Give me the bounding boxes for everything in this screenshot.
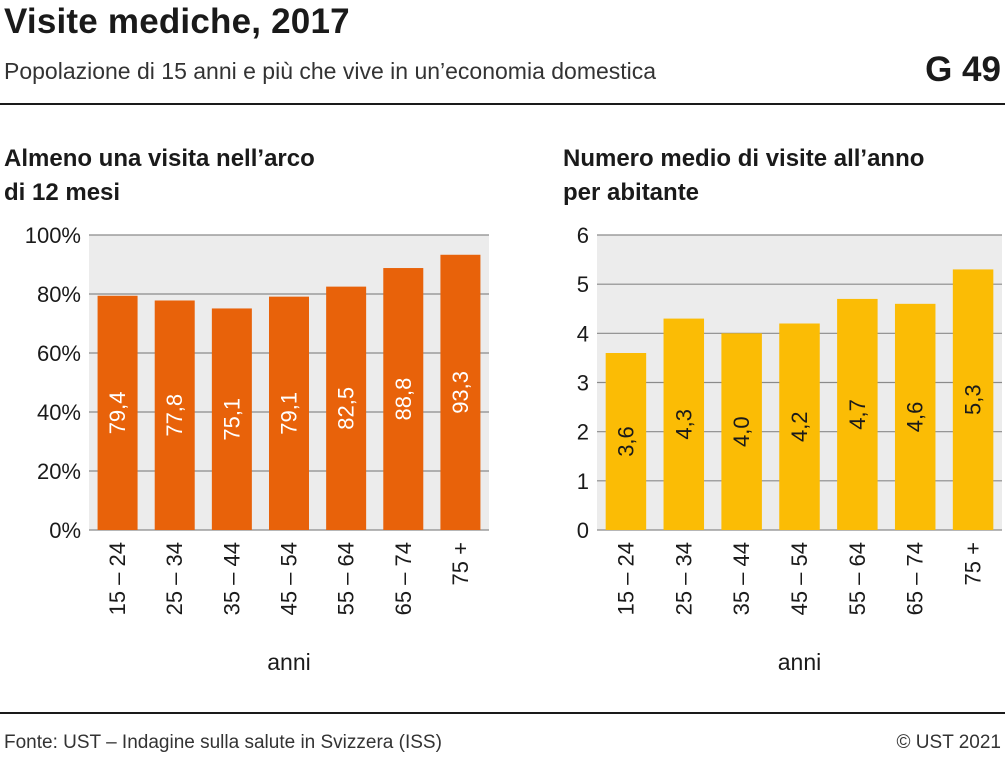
copyright: © UST 2021 [896,732,1001,753]
left-chart-x-tick-label: 75 + [448,542,473,585]
right-chart-data-label: 4,0 [729,416,754,447]
left-chart-y-tick-label: 0% [49,518,81,543]
right-chart-bar [894,303,936,530]
left-bar-chart: 0% 20% 40% 60% 80% 100% 79,4 15 – 24 77,8 25 – 34… [25,223,489,675]
right-chart-y-tick-label: 4 [577,321,589,346]
right-chart-x-axis-label: anni [778,649,821,675]
right-chart-title-line1: Numero medio di visite all’anno [563,145,925,172]
right-chart-bar [605,353,647,530]
page-title: Visite mediche, 2017 [4,2,350,41]
left-chart-title-line1: Almeno una visita nell’arco [4,145,315,172]
right-chart-bar [952,269,994,530]
left-chart-title: Almeno una visita nell’arco di 12 mesi [4,142,424,210]
left-chart-x-axis-label: anni [267,649,310,675]
left-chart-y-tick-label: 40% [37,400,81,425]
left-chart-data-label: 93,3 [448,371,473,414]
left-chart-y-tick-label: 100% [25,223,81,248]
left-chart-x-tick-label: 65 – 74 [391,542,416,615]
right-chart-y-tick-label: 3 [577,371,589,396]
left-chart-bar [211,308,252,530]
page-subtitle: Popolazione di 15 anni e più che vive in… [4,58,657,84]
left-chart-x-tick-label: 35 – 44 [219,542,244,615]
right-chart-x-tick-label: 25 – 34 [671,542,696,615]
left-chart-bar [440,254,481,530]
left-chart-data-label: 88,8 [391,378,416,421]
source-note: Fonte: UST – Indagine sulla salute in Sv… [4,732,442,753]
right-chart-x-tick-label: 45 – 54 [787,542,812,615]
left-chart-y-tick-label: 20% [37,459,81,484]
left-chart-y-tick-label: 60% [37,341,81,366]
right-chart-y-tick-label: 6 [577,223,589,248]
right-chart-x-tick-label: 55 – 64 [845,542,870,615]
left-chart-y-tick-label: 80% [37,282,81,307]
left-chart-bar [97,295,138,530]
right-chart-data-label: 4,7 [845,399,870,430]
right-chart-x-tick-label: 75 + [961,542,986,585]
right-chart-data-label: 4,6 [903,402,928,433]
left-chart-bar [326,286,367,530]
left-chart-bar [154,300,195,530]
top-rule [0,103,1005,105]
left-chart-bar [269,296,309,530]
right-chart-bar [837,298,878,530]
left-chart-x-tick-label: 45 – 54 [277,542,302,615]
right-chart-data-label: 4,3 [671,409,696,440]
right-chart-title-line2: per abitante [563,179,700,206]
right-chart-data-label: 3,6 [613,426,638,457]
left-chart-data-label: 77,8 [162,394,187,437]
right-chart-data-label: 4,2 [787,411,812,442]
left-chart-x-tick-label: 25 – 34 [162,542,187,615]
right-chart-bar [721,333,762,530]
right-chart-bar [779,323,820,530]
left-chart-title-line2: di 12 mesi [4,179,121,206]
right-chart-x-tick-label: 35 – 44 [729,542,754,615]
right-chart-x-tick-label: 65 – 74 [903,542,928,615]
left-chart-x-tick-label: 15 – 24 [105,542,130,615]
left-chart-bar [383,268,424,530]
right-chart-x-tick-label: 15 – 24 [613,542,638,615]
right-bar-chart: 0 1 2 3 4 5 6 3,6 15 – 24 4,3 25 – 34 4,0 35 – 44 4,2… [577,223,1002,675]
bottom-rule [0,712,1005,714]
right-chart-y-tick-label: 1 [577,469,589,494]
left-chart-x-tick-label: 55 – 64 [334,542,359,615]
left-chart-data-label: 79,1 [277,392,302,435]
figure-code: G 49 [925,50,1001,89]
right-chart-y-tick-label: 5 [577,272,589,297]
right-chart-bar [663,318,705,530]
right-chart-y-tick-label: 0 [577,518,589,543]
left-chart-data-label: 75,1 [219,398,244,441]
right-chart-data-label: 5,3 [961,384,986,415]
left-chart-data-label: 79,4 [105,391,130,434]
right-chart-title: Numero medio di visite all’anno per abit… [563,142,983,210]
left-chart-data-label: 82,5 [334,387,359,430]
right-chart-y-tick-label: 2 [577,420,589,445]
